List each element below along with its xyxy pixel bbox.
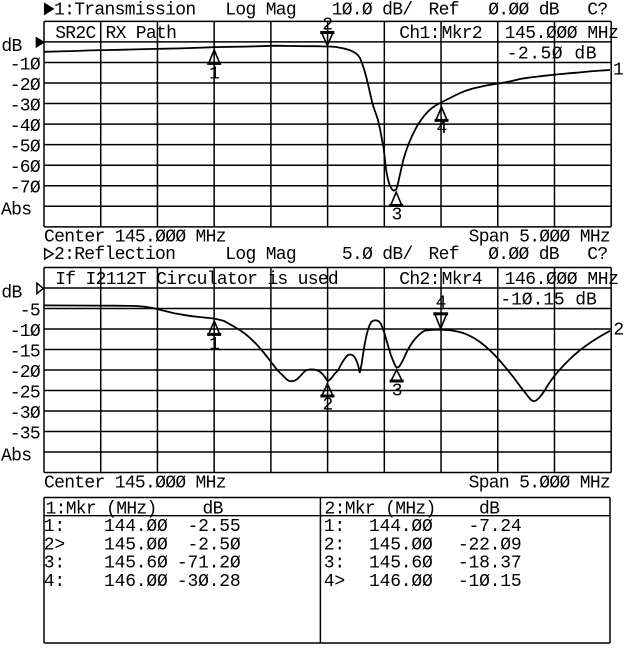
svg-text:Ref: Ref (429, 245, 459, 265)
svg-text:-25: -25 (10, 383, 40, 403)
svg-text:3:: 3: (44, 554, 65, 574)
svg-text:1:Mkr (MHz): 1:Mkr (MHz) (46, 499, 157, 519)
svg-text:-2.5Ø dB: -2.5Ø dB (507, 44, 597, 64)
svg-text:4>: 4> (324, 572, 345, 592)
svg-text:Center 145.ØØØ MHz: Center 145.ØØØ MHz (44, 228, 226, 248)
svg-text:144.ØØ: 144.ØØ (369, 517, 433, 537)
svg-text:Center 145.ØØØ MHz: Center 145.ØØØ MHz (44, 473, 226, 493)
svg-text:2:Mkr (MHz): 2:Mkr (MHz) (325, 499, 436, 519)
svg-text:If I2112T Circulator is used: If I2112T Circulator is used (55, 270, 338, 290)
svg-text:145.ØØ: 145.ØØ (369, 535, 433, 555)
svg-text:-7Ø: -7Ø (10, 179, 41, 199)
svg-text:2: 2 (323, 396, 333, 416)
svg-text:1:: 1: (44, 517, 65, 537)
svg-text:-6Ø: -6Ø (10, 158, 41, 178)
svg-text:Ch1:: Ch1: (399, 24, 439, 44)
svg-text:Log Mag: Log Mag (225, 0, 296, 20)
svg-text:1: 1 (209, 335, 219, 355)
svg-text:-7.24: -7.24 (468, 517, 521, 537)
svg-text:Ø.ØØ dB: Ø.ØØ dB (488, 0, 560, 20)
svg-text:-2.55: -2.55 (187, 517, 240, 537)
svg-text:C?: C? (587, 0, 607, 20)
svg-text:-5Ø: -5Ø (10, 137, 41, 157)
svg-text:Ø.ØØ dB: Ø.ØØ dB (488, 245, 560, 265)
svg-text:C?: C? (587, 245, 607, 265)
svg-text:Span 5.ØØØ MHz: Span 5.ØØØ MHz (469, 473, 610, 493)
svg-text:3: 3 (392, 382, 402, 402)
svg-text:-15: -15 (10, 342, 40, 362)
svg-text:SR2C: SR2C (55, 24, 96, 44)
svg-text:4: 4 (436, 119, 446, 139)
svg-text:2: 2 (322, 15, 332, 35)
svg-text:dB: dB (479, 499, 500, 519)
svg-text:-18.37: -18.37 (458, 554, 522, 574)
svg-text:Mkr2: Mkr2 (442, 24, 482, 44)
svg-text:-71.2Ø: -71.2Ø (177, 554, 241, 574)
svg-text:2: 2 (613, 320, 623, 340)
svg-text:3:: 3: (324, 554, 345, 574)
svg-text:Span 5.ØØØ MHz: Span 5.ØØØ MHz (469, 228, 610, 248)
svg-text:1Ø.Ø dB/: 1Ø.Ø dB/ (332, 0, 413, 20)
svg-text:3: 3 (392, 206, 402, 226)
svg-text:-1Ø: -1Ø (10, 322, 41, 342)
svg-text:144.ØØ: 144.ØØ (104, 517, 168, 537)
svg-text:146.ØØ: 146.ØØ (104, 572, 168, 592)
svg-text:-5: -5 (20, 301, 40, 321)
svg-text:1: 1 (613, 61, 623, 81)
svg-text:-3Ø: -3Ø (10, 404, 41, 424)
svg-text:5.Ø dB/: 5.Ø dB/ (342, 245, 413, 265)
svg-text:-3Ø: -3Ø (10, 96, 41, 116)
svg-text:-4Ø: -4Ø (10, 117, 41, 137)
svg-text:dB: dB (1, 37, 22, 57)
svg-text:Abs: Abs (1, 446, 31, 466)
svg-text:RX Path: RX Path (106, 24, 177, 44)
svg-text:2>: 2> (44, 535, 65, 555)
svg-text:-22.Ø9: -22.Ø9 (458, 535, 522, 555)
svg-text:-2.5Ø: -2.5Ø (187, 535, 240, 555)
svg-text:1: 1 (209, 65, 219, 85)
svg-text:-35: -35 (10, 424, 40, 444)
svg-text:-2Ø: -2Ø (10, 363, 41, 383)
svg-text:Mkr4: Mkr4 (442, 270, 482, 290)
svg-text:-2Ø: -2Ø (10, 76, 41, 96)
svg-text:145.ØØ: 145.ØØ (104, 535, 168, 555)
svg-text:Log Mag: Log Mag (225, 245, 296, 265)
svg-text:Ref: Ref (429, 0, 459, 20)
svg-text:1:: 1: (324, 517, 345, 537)
svg-text:2:Reflection: 2:Reflection (54, 245, 175, 265)
svg-text:dB: dB (203, 499, 224, 519)
svg-text:dB: dB (1, 283, 22, 303)
svg-text:Ch2:: Ch2: (399, 270, 439, 290)
svg-text:2:: 2: (324, 535, 345, 555)
svg-text:-1Ø.15: -1Ø.15 (458, 572, 522, 592)
svg-text:146.ØØØ MHz: 146.ØØØ MHz (505, 270, 619, 290)
svg-text:4: 4 (436, 293, 446, 313)
svg-text:145.6Ø: 145.6Ø (104, 554, 168, 574)
svg-text:145.6Ø: 145.6Ø (369, 554, 433, 574)
svg-text:-3Ø.28: -3Ø.28 (177, 572, 241, 592)
svg-text:4:: 4: (44, 572, 65, 592)
svg-text:-1Ø.15 dB: -1Ø.15 dB (500, 290, 597, 310)
svg-text:Abs: Abs (1, 201, 31, 221)
svg-text:1:Transmission: 1:Transmission (54, 0, 195, 20)
svg-text:145.ØØØ MHz: 145.ØØØ MHz (505, 24, 619, 44)
svg-text:146.ØØ: 146.ØØ (369, 572, 433, 592)
svg-text:-1Ø: -1Ø (10, 55, 41, 75)
